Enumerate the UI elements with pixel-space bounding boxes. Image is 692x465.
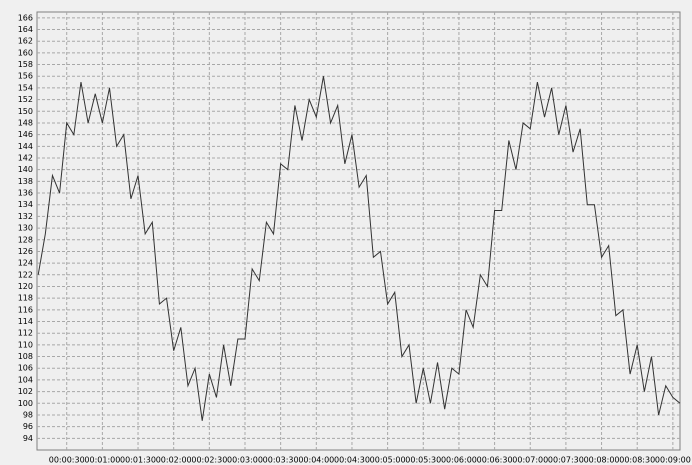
y-tick-label: 126: [18, 247, 33, 256]
y-tick-label: 94: [23, 434, 33, 443]
x-tick-label: 00:04:30: [334, 456, 370, 465]
y-tick-label: 166: [18, 13, 33, 22]
x-tick-label: 00:09:00: [655, 456, 691, 465]
y-tick-label: 106: [18, 364, 33, 373]
x-tick-label: 00:08:30: [619, 456, 655, 465]
y-tick-label: 114: [18, 317, 33, 326]
y-tick-label: 128: [18, 235, 33, 244]
x-tick-label: 00:02:00: [156, 456, 192, 465]
y-tick-label: 156: [18, 72, 33, 81]
y-tick-label: 148: [18, 118, 33, 127]
y-tick-label: 158: [18, 60, 33, 69]
x-tick-label: 00:06:30: [477, 456, 513, 465]
y-tick-label: 142: [18, 154, 33, 163]
y-tick-label: 100: [18, 399, 33, 408]
y-tick-label: 150: [18, 107, 33, 116]
x-tick-label: 00:02:30: [191, 456, 227, 465]
y-tick-label: 118: [18, 294, 33, 303]
y-tick-label: 164: [18, 25, 33, 34]
y-tick-label: 144: [18, 142, 33, 151]
y-tick-label: 120: [18, 282, 33, 291]
y-tick-label: 140: [18, 165, 33, 174]
y-tick-label: 134: [18, 200, 33, 209]
y-tick-label: 122: [18, 270, 33, 279]
y-tick-label: 132: [18, 212, 33, 221]
x-tick-label: 00:03:30: [263, 456, 299, 465]
data-line: [37, 76, 681, 421]
y-tick-label: 104: [18, 375, 33, 384]
y-tick-label: 116: [18, 305, 33, 314]
x-tick-label: 00:07:00: [512, 456, 548, 465]
y-tick-label: 146: [18, 130, 33, 139]
y-tick-label: 124: [18, 259, 33, 268]
y-tick-label: 110: [18, 340, 33, 349]
y-tick-label: 96: [23, 422, 33, 431]
y-tick-label: 136: [18, 189, 33, 198]
y-tick-label: 102: [18, 387, 33, 396]
x-tick-label: 00:03:00: [227, 456, 263, 465]
plot-area: [36, 11, 681, 451]
y-tick-label: 112: [18, 329, 33, 338]
x-tick-label: 00:05:30: [405, 456, 441, 465]
x-tick-label: 00:04:00: [298, 456, 334, 465]
y-tick-label: 130: [18, 224, 33, 233]
x-tick-label: 00:07:30: [548, 456, 584, 465]
x-tick-label: 00:01:30: [120, 456, 156, 465]
x-tick-label: 00:08:00: [584, 456, 620, 465]
x-tick-label: 00:06:00: [441, 456, 477, 465]
y-tick-label: 98: [23, 410, 33, 419]
y-tick-label: 160: [18, 48, 33, 57]
x-tick-label: 00:01:00: [84, 456, 120, 465]
y-tick-label: 154: [18, 83, 33, 92]
x-tick-label: 00:05:00: [370, 456, 406, 465]
x-tick-label: 00:00:30: [49, 456, 85, 465]
y-tick-label: 108: [18, 352, 33, 361]
y-tick-label: 162: [18, 37, 33, 46]
y-tick-label: 152: [18, 95, 33, 104]
y-tick-label: 138: [18, 177, 33, 186]
